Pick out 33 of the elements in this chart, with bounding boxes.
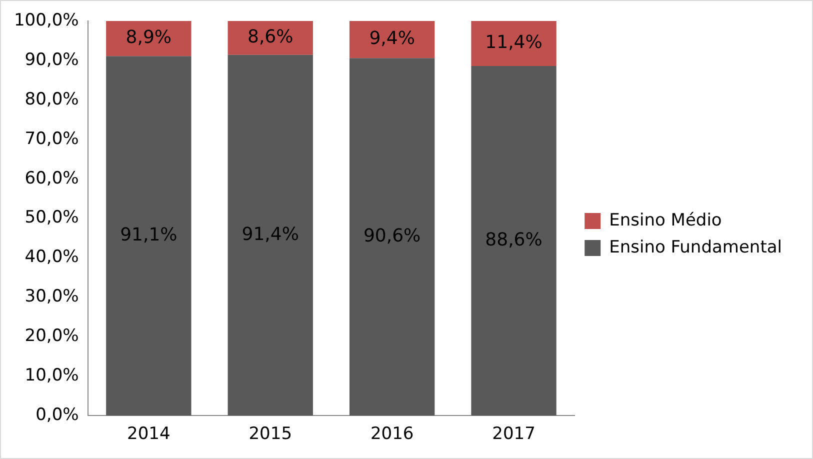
bar (471, 66, 556, 416)
y-tick-label: 100,0% (14, 10, 79, 30)
bar (349, 58, 435, 416)
x-tick-label: 2016 (370, 424, 414, 444)
bar (106, 21, 192, 56)
y-tick-label: 10,0% (24, 366, 79, 386)
bar (228, 54, 313, 416)
x-tick-label: 2014 (127, 424, 170, 444)
y-tick-label: 60,0% (24, 168, 79, 188)
y-tick-label: 0,0% (36, 405, 79, 426)
y-tick-label: 90,0% (24, 50, 79, 70)
legend-label: Ensino Fundamental (609, 237, 782, 258)
data-label: 91,4% (242, 224, 299, 245)
bar (471, 21, 556, 66)
bar (228, 21, 313, 55)
bar (349, 21, 435, 58)
y-tick-label: 30,0% (24, 286, 79, 307)
bar (106, 56, 192, 416)
data-label: 11,4% (485, 32, 542, 54)
x-tick-label: 2015 (248, 424, 292, 444)
data-label: 90,6% (363, 226, 421, 247)
y-tick-label: 40,0% (24, 247, 79, 268)
legend-label: Ensino Médio (609, 210, 722, 230)
data-label: 91,1% (120, 224, 178, 246)
y-tick-label: 70,0% (24, 128, 79, 149)
y-tick-label: 20,0% (24, 326, 79, 346)
data-label: 88,6% (485, 229, 542, 250)
data-label: 9,4% (369, 28, 415, 50)
y-tick-label: 50,0% (24, 208, 79, 228)
data-label: 8,6% (248, 26, 294, 48)
x-tick-label: 2017 (492, 424, 536, 444)
y-tick-label: 80,0% (24, 89, 79, 110)
data-label: 8,9% (126, 27, 172, 48)
